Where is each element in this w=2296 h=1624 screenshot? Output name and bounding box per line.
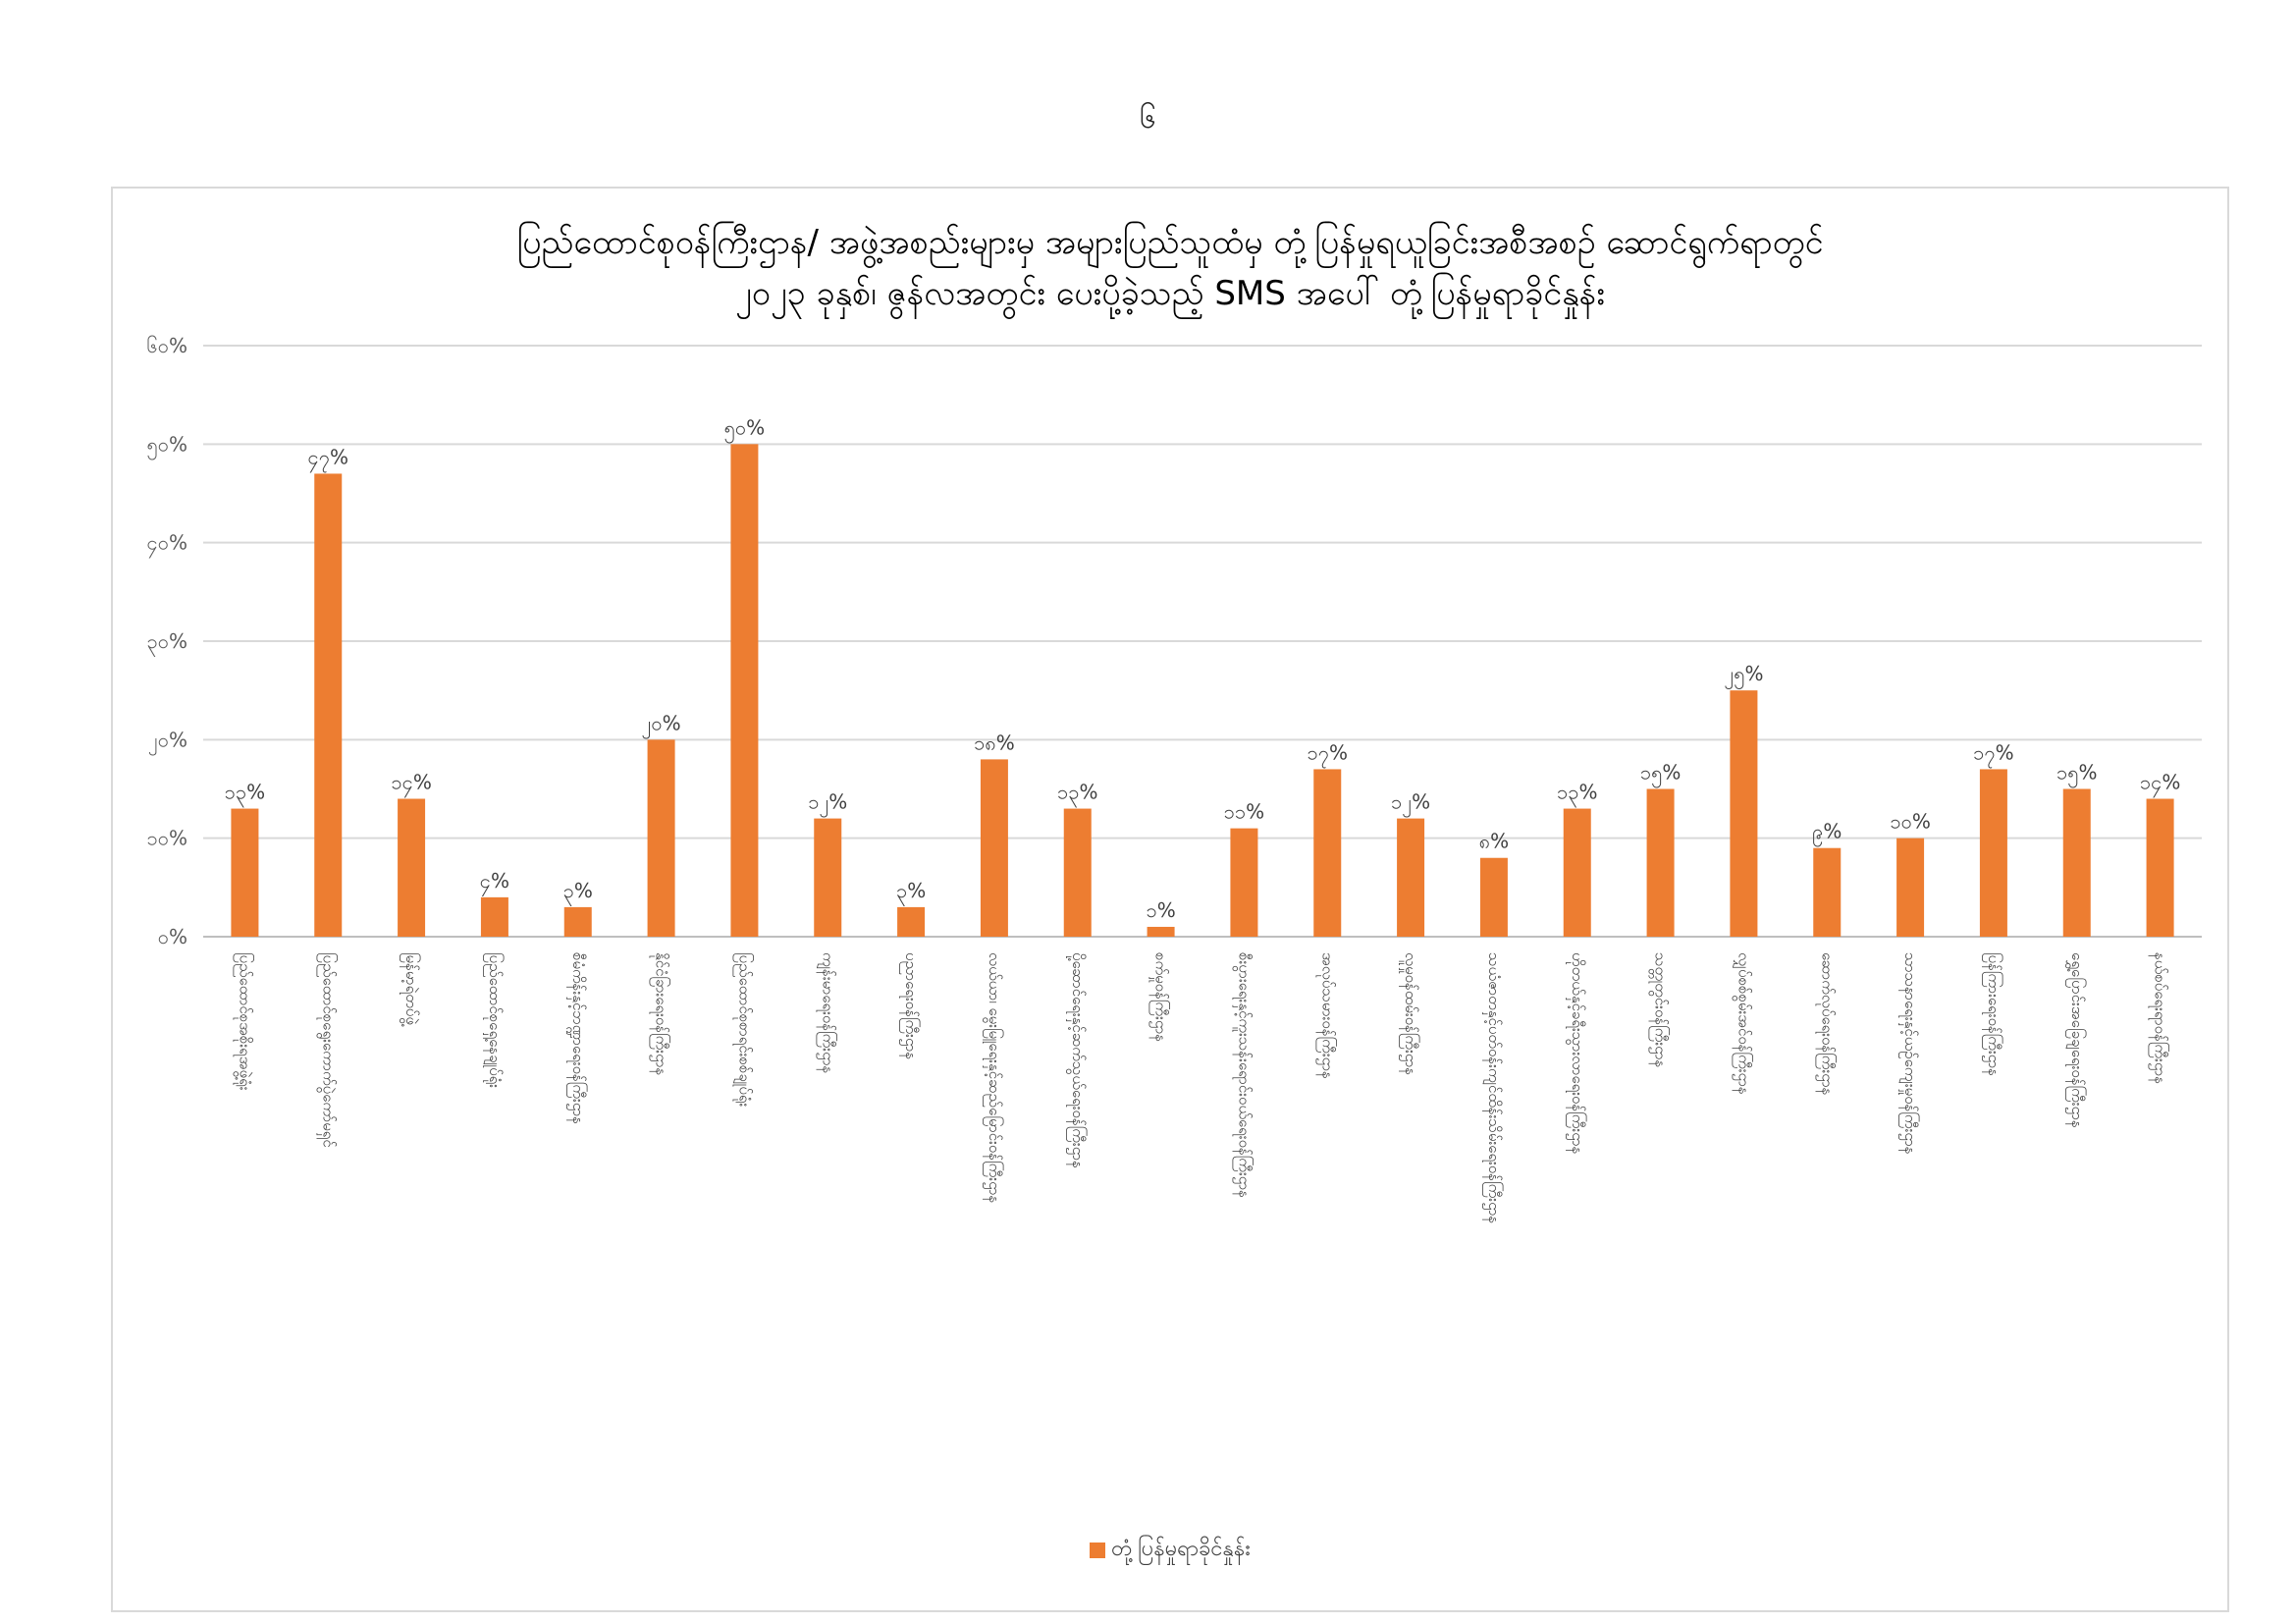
category-label: ရွှေ့ပြောင်းအခြေချရေးဝန်ကြီးဌာန xyxy=(2065,952,2087,1128)
data-label: ၈% xyxy=(1479,830,1509,853)
category-label: ပို့ဆောင်ရေးနှင့်ဆက်သွယ်ရေးဝန်ကြီးဌာန xyxy=(1066,952,1088,1168)
category-label: လူမှုဝန်ထမ်းဝန်ကြီးဌာန xyxy=(1399,952,1420,1075)
data-label: ၂၅% xyxy=(1724,662,1763,689)
bar xyxy=(897,906,926,937)
bar xyxy=(1563,808,1591,937)
legend-label: တုံ့ပြန်မှုရာခိုင်နှုန်း xyxy=(1111,1537,1251,1561)
bar xyxy=(1730,690,1758,937)
data-label: ၁၄% xyxy=(391,771,432,798)
data-label: ၁၃% xyxy=(1557,781,1598,808)
y-tick-label: ၁၀% xyxy=(146,827,187,850)
category-label: ပြည်ထောင်စုရွေးကောက်ပွဲကော်မရှင် xyxy=(316,952,338,1148)
bar xyxy=(563,906,592,937)
data-label: ၁၅% xyxy=(1640,761,1682,788)
category-label: ကျန်းမာရေးဝန်ကြီးဌာန xyxy=(816,952,837,1073)
data-label: ၉% xyxy=(1812,820,1842,847)
y-tick-label: ၆၀% xyxy=(146,334,187,357)
bar xyxy=(231,808,259,937)
category-label: သတ္တုတွင်းဝန်ကြီးဌာန xyxy=(1649,952,1671,1067)
category-label: ပညာရေးဝန်ကြီးဌာန xyxy=(899,952,921,1059)
category-label: စီးပွားရေးနှင့်ကူးသန်းရောင်းဝယ်ရေးဝန်ကြီ… xyxy=(1232,952,1254,1198)
bar-chart: ၀% ၁၀% ၂၀% ၃၀% ၄၀% ၅၀% ၆၀% ၁၃% ပြည်ထောင်စုအစိုးရ… xyxy=(146,334,2202,1223)
y-tick-label: ၃၀% xyxy=(146,629,187,657)
bar xyxy=(1479,857,1508,937)
data-label: ၁၃% xyxy=(225,781,266,808)
data-label: ၂၀% xyxy=(642,711,681,738)
category-label: သာသနာရေးနှင့်ယဉ်ကျေးမှုဝန်ကြီးဌာန xyxy=(1898,952,1920,1155)
chart-frame: ပြည်ထောင်စုဝန်ကြီးဌာန/ အဖွဲ့အစည်းများမှ … xyxy=(111,187,2229,1612)
bar xyxy=(814,818,842,937)
chart-subtitle: ၂၀၂၃ ခုနှစ်၊ ဇွန်လအတွင်း ပေးပို့ခဲ့သည့် … xyxy=(735,274,1605,313)
data-label: ၁၅% xyxy=(2056,761,2098,788)
data-label: ၁၇% xyxy=(1307,740,1348,768)
category-label: နယ်စပ်ရေးရာဝန်ကြီးဌာန xyxy=(2149,952,2170,1084)
bar xyxy=(1979,769,2007,937)
category-label: မြန်မာ့ရဲတပ်ဖွဲ့ xyxy=(400,952,421,1027)
data-label: ၅၀% xyxy=(724,415,766,443)
category-label: ပြည်ထောင်စုစာရင်းစစ်ချုပ်ရုံး xyxy=(732,952,754,1108)
bar xyxy=(2146,798,2174,937)
bar xyxy=(1147,926,1175,937)
data-label: ၁၂% xyxy=(808,790,847,818)
y-tick-label: ၀% xyxy=(158,925,187,948)
bar xyxy=(1813,847,1842,937)
bar xyxy=(1230,828,1258,937)
bar xyxy=(2062,788,2091,937)
data-label: ၁၁% xyxy=(1224,800,1265,824)
bar xyxy=(398,798,426,937)
bar xyxy=(980,759,1008,937)
category-label: စီမံကိန်းနှင့်ဘဏ္ဍာရေးဝန်ကြီးဌာန xyxy=(566,952,588,1124)
category-label: ဟိုတယ်နှင့်ခရီးသွားလာရေးဝန်ကြီးဌာန xyxy=(1566,952,1587,1155)
category-label: နိုင်ငံခြားရေးဝန်ကြီးဌာန xyxy=(650,952,671,1075)
data-label: ၄% xyxy=(480,869,509,896)
data-label: ၁% xyxy=(1146,898,1175,922)
data-label: ၁၄% xyxy=(2140,771,2181,798)
bar xyxy=(730,444,759,937)
data-label: ၁၂% xyxy=(1391,790,1430,818)
chart-title: ပြည်ထောင်စုဝန်ကြီးဌာန/ အဖွဲ့အစည်းများမှ … xyxy=(516,223,1824,262)
y-tick-label: ၂၀% xyxy=(148,728,187,755)
bar xyxy=(647,739,675,937)
category-label: ပြည်ထောင်စုရှေ့နေချုပ်ရုံး xyxy=(483,952,505,1088)
category-label: လျှပ်စစ်စွမ်းအင်ဝန်ကြီးဌာန xyxy=(1732,952,1753,1095)
data-label: ၁၈% xyxy=(974,731,1015,754)
data-label: ၄၇% xyxy=(307,445,348,472)
bar xyxy=(1896,838,1925,937)
data-label: ၁၇% xyxy=(1973,740,2014,768)
bar xyxy=(1063,808,1092,937)
bar xyxy=(314,473,343,937)
bar xyxy=(480,896,508,937)
y-tick-label: ၄၀% xyxy=(146,531,187,559)
page-number: ၆ xyxy=(1140,101,1156,135)
category-label: သယံဇာတနှင့်ပတ်ဝန်းကျင်ထိန်းသိမ်းရေးဝန်ကြ… xyxy=(1482,952,1504,1223)
data-label: ၁၀% xyxy=(1890,810,1931,834)
bar xyxy=(1397,818,1425,937)
data-label: ၃% xyxy=(896,879,926,906)
legend-swatch xyxy=(1090,1542,1106,1558)
data-label: ၁၃% xyxy=(1057,781,1098,808)
category-label: အလုပ်သမားဝန်ကြီးဌာန xyxy=(1315,952,1337,1079)
y-tick-label: ၅၀% xyxy=(146,432,187,460)
bar xyxy=(1646,788,1675,937)
category-label: စက်မှုဝန်ကြီးဌာန xyxy=(1149,952,1171,1042)
data-label: ၃% xyxy=(563,879,593,906)
category-label: ဆောက်လုပ်ရေးဝန်ကြီးဌာန xyxy=(1815,952,1837,1096)
category-label: ပြန်ကြားရေးဝန်ကြီးဌာန xyxy=(1982,952,2003,1076)
category-label: လယ်ယာ၊ မွေးမြူရေးနှင့်ဆည်မြောင်းဝန်ကြီးဌ… xyxy=(983,952,1004,1203)
legend: တုံ့ပြန်မှုရာခိုင်နှုန်း xyxy=(113,1534,2227,1566)
bar xyxy=(1313,769,1342,937)
category-label: ပြည်ထောင်စုအစိုးရအဖွဲ့ရုံး xyxy=(233,952,254,1091)
